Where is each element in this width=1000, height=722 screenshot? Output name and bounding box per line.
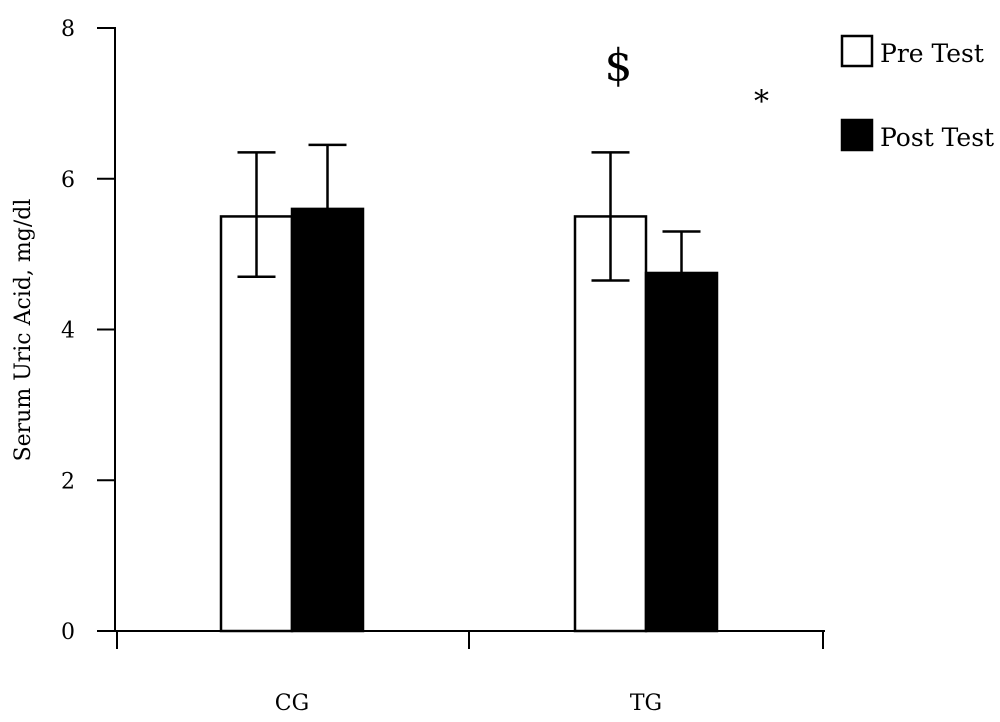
bar-post-test-tg [644,271,719,633]
y-tick-label: 0 [61,620,75,645]
bars [219,207,719,633]
annotations: $* [605,41,770,120]
error-bars [237,143,701,282]
legend-swatch-pre-test [840,34,874,68]
bar-pre-test-cg [219,215,294,633]
y-tick-label: 6 [61,168,75,193]
bar-pre-test-tg [573,215,648,633]
legend: Pre Test Post Test [840,34,994,152]
y-tick-label: 2 [61,469,75,494]
x-category-label: CG [275,691,309,716]
x-category-label: TG [630,691,662,716]
y-tick-label: 8 [61,17,75,42]
y-axis-title: Serum Uric Acid, mg/dl [11,199,36,462]
legend-label: Post Test [880,123,994,152]
annotation-marker: * [754,84,769,119]
legend-swatch-post-test [840,118,874,152]
legend-label: Pre Test [880,39,984,68]
annotation-marker: $ [605,41,633,92]
bar-post-test-cg [290,207,365,633]
y-tick-label: 4 [61,319,75,344]
